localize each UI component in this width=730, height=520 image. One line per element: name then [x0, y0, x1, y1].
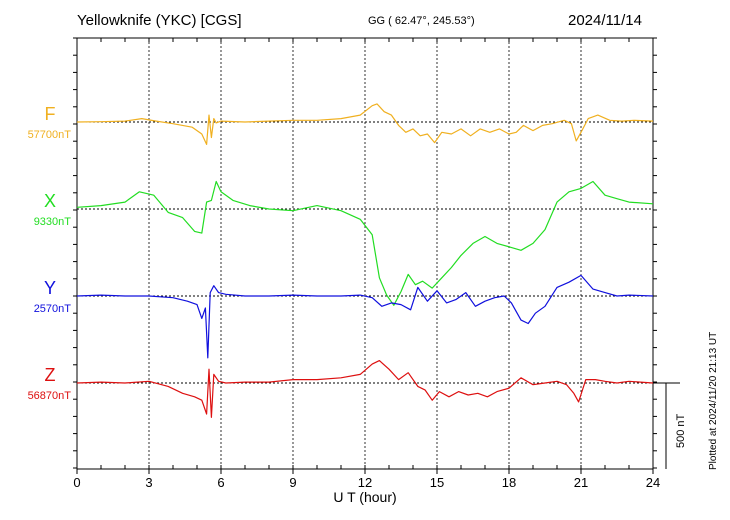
series-layer — [76, 103, 654, 418]
x-tick-label: 12 — [358, 475, 372, 490]
x-tick-label: 3 — [145, 475, 152, 490]
series-name-f: F — [45, 104, 56, 124]
x-tick-label: 24 — [646, 475, 660, 490]
x-tick-label: 18 — [502, 475, 516, 490]
series-baseline-z: 56870nT — [28, 390, 72, 402]
chart-date: 2024/11/14 — [568, 12, 642, 29]
series-name-z: Z — [45, 365, 56, 385]
station-coordinates: GG ( 62.47°, 245.53°) — [368, 15, 475, 27]
series-baseline-y: 2570nT — [34, 303, 72, 315]
series-baseline-x: 9330nT — [34, 216, 72, 228]
series-line-x — [76, 180, 654, 306]
series-line-y — [76, 274, 654, 359]
grid-layer — [77, 38, 653, 469]
series-line-z — [76, 360, 654, 418]
x-tick-label: 21 — [574, 475, 588, 490]
series-line-f — [76, 103, 654, 145]
x-axis-label: U T (hour) — [333, 489, 396, 505]
label-layer: F 57700nT X 9330nT Y 2570nT Z 56870nT — [28, 104, 72, 402]
x-tick-label: 9 — [289, 475, 296, 490]
scale-bar-label: 500 nT — [675, 413, 687, 448]
page-title: Yellowknife (YKC) [CGS] — [77, 12, 242, 29]
x-tick-label: 6 — [217, 475, 224, 490]
x-tick-label: 0 — [73, 475, 80, 490]
x-tick-label: 15 — [430, 475, 444, 490]
axis-layer: 0 3 6 9 12 15 18 21 24 U T (hour) 500 nT — [73, 37, 687, 505]
series-name-x: X — [44, 191, 56, 211]
series-name-y: Y — [44, 278, 56, 298]
series-baseline-f: 57700nT — [28, 129, 72, 141]
